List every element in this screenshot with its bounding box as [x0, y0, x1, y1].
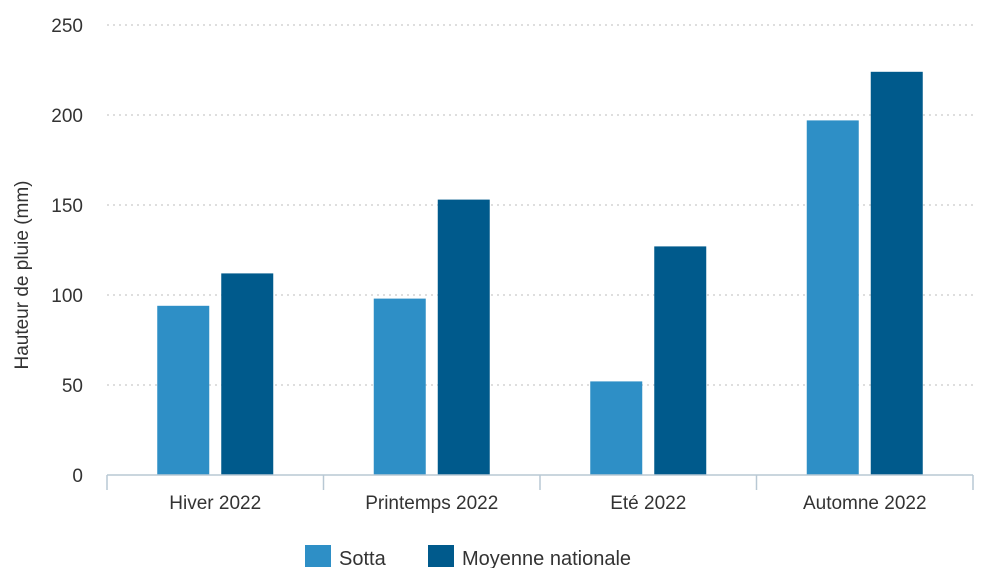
bar-sotta — [374, 299, 426, 475]
legend-swatch — [428, 545, 454, 567]
y-tick-label: 50 — [62, 376, 83, 397]
bar-moyenne-nationale — [871, 72, 923, 475]
legend-label: Moyenne nationale — [462, 548, 631, 568]
bar-moyenne-nationale — [654, 246, 706, 475]
y-tick-label: 200 — [51, 106, 83, 127]
bar-sotta — [157, 306, 209, 475]
bar-sotta — [807, 120, 859, 475]
axes — [107, 475, 973, 490]
bar-moyenne-nationale — [438, 200, 490, 475]
bars — [157, 72, 923, 475]
x-tick-label: Eté 2022 — [610, 493, 686, 514]
y-tick-label: 150 — [51, 196, 83, 217]
legend-swatch — [305, 545, 331, 567]
bar-moyenne-nationale — [221, 273, 273, 475]
y-tick-label: 100 — [51, 286, 83, 307]
x-tick-label: Hiver 2022 — [169, 493, 261, 514]
x-tick-label: Printemps 2022 — [365, 493, 498, 514]
legend: Sotta Moyenne nationale — [305, 545, 631, 568]
y-axis-title: Hauteur de pluie (mm) — [12, 180, 33, 369]
x-tick-label: Automne 2022 — [803, 493, 927, 514]
y-tick-label: 0 — [72, 466, 83, 487]
bar-sotta — [590, 381, 642, 475]
y-tick-label: 250 — [51, 16, 83, 37]
legend-label: Sotta — [339, 548, 387, 568]
